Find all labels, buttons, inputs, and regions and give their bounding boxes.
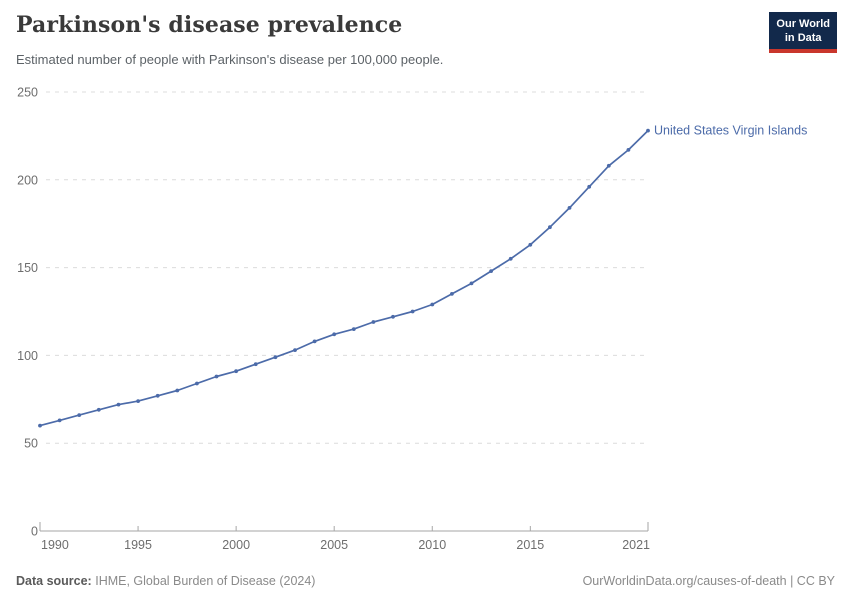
x-tick-label: 2010	[418, 538, 446, 552]
y-tick-label: 100	[17, 349, 38, 363]
series-line[interactable]	[39, 129, 649, 427]
data-point[interactable]	[77, 413, 82, 417]
data-source-value: IHME, Global Burden of Disease (2024)	[95, 574, 316, 588]
x-tick-label: 2021	[622, 538, 650, 552]
data-point[interactable]	[351, 327, 356, 331]
data-point[interactable]	[96, 407, 101, 412]
attribution-link[interactable]: OurWorldinData.org/causes-of-death | CC …	[582, 574, 835, 588]
data-point[interactable]	[410, 309, 415, 314]
x-tick-label: 2000	[222, 538, 250, 552]
data-point[interactable]	[626, 148, 631, 152]
data-point[interactable]	[587, 184, 592, 189]
data-point[interactable]	[312, 339, 317, 344]
chart-subtitle: Estimated number of people with Parkinso…	[16, 52, 444, 67]
data-point[interactable]	[57, 418, 62, 423]
y-tick-label: 200	[17, 173, 38, 187]
owid-logo: Our World in Data	[769, 12, 837, 53]
chart-footer: Data source: IHME, Global Burden of Dise…	[16, 574, 835, 588]
data-point[interactable]	[391, 314, 395, 319]
data-point[interactable]	[567, 206, 572, 210]
data-point[interactable]	[646, 128, 650, 133]
y-tick-label: 250	[17, 86, 38, 100]
data-source-label: Data source:	[16, 574, 92, 588]
data-point[interactable]	[469, 281, 474, 286]
y-tick-label: 0	[31, 525, 38, 539]
x-tick-label: 2015	[516, 538, 544, 552]
data-point[interactable]	[175, 388, 180, 393]
logo-line-1: Our World	[776, 18, 830, 30]
data-source: Data source: IHME, Global Burden of Dise…	[16, 574, 315, 588]
data-point[interactable]	[273, 355, 278, 360]
data-point[interactable]	[293, 348, 297, 352]
data-point[interactable]	[195, 381, 199, 386]
data-point[interactable]	[214, 374, 219, 379]
entity-label: United States Virgin Islands	[654, 124, 807, 138]
data-point[interactable]	[450, 292, 454, 296]
data-point[interactable]	[430, 302, 435, 307]
x-tick-label: 2005	[320, 538, 348, 552]
data-point[interactable]	[508, 256, 513, 261]
data-point[interactable]	[528, 242, 533, 247]
logo-line-2: in Data	[784, 32, 822, 45]
x-tick-label: 1995	[124, 538, 152, 552]
data-point[interactable]	[155, 393, 160, 398]
data-point[interactable]	[38, 423, 42, 428]
y-tick-label: 150	[17, 261, 38, 275]
data-point[interactable]	[116, 402, 121, 407]
data-point[interactable]	[489, 269, 493, 273]
data-point[interactable]	[136, 399, 141, 403]
data-point[interactable]	[253, 362, 258, 367]
data-point[interactable]	[548, 225, 552, 230]
data-point[interactable]	[332, 332, 337, 337]
y-tick-label: 50	[24, 437, 38, 451]
data-point[interactable]	[371, 320, 376, 324]
x-tick-label: 1990	[41, 538, 69, 552]
data-point[interactable]	[606, 163, 611, 168]
data-point[interactable]	[234, 369, 239, 374]
page-title: Parkinson's disease prevalence	[16, 12, 403, 38]
